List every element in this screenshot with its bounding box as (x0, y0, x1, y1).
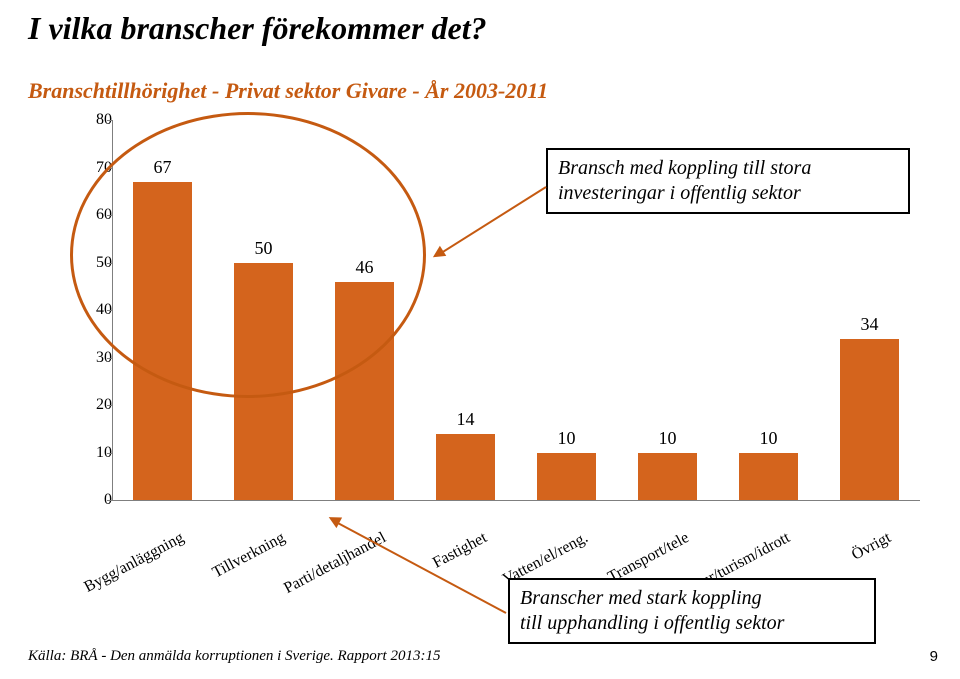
highlight-ellipse (70, 112, 426, 398)
page-title: I vilka branscher förekommer det? (28, 10, 487, 47)
callout-1-line-1: Bransch med koppling till stora (558, 157, 811, 179)
y-tick-label: 20 (72, 396, 112, 414)
y-tick-label: 30 (72, 349, 112, 367)
bar-value-label: 14 (436, 409, 496, 430)
bar (537, 453, 596, 501)
callout-box-2: Branscher med stark koppling till upphan… (508, 578, 876, 644)
bar-value-label: 10 (537, 428, 597, 449)
bar (739, 453, 798, 501)
callout-2-line-1: Branscher med stark koppling (520, 587, 762, 609)
chart-subtitle: Branschtillhörighet - Privat sektor Giva… (28, 78, 548, 104)
bar-value-label: 34 (840, 314, 900, 335)
bar (638, 453, 697, 501)
callout-2-line-2: till upphandling i offentlig sektor (520, 612, 784, 634)
callout-1-line-2: investeringar i offentlig sektor (558, 182, 801, 204)
callout-box-1: Bransch med koppling till stora invester… (546, 148, 910, 214)
y-tick-label: 10 (72, 444, 112, 462)
page-number: 9 (930, 648, 938, 665)
bar-value-label: 10 (739, 428, 799, 449)
source-line: Källa: BRÅ - Den anmälda korruptionen i … (28, 648, 440, 665)
y-tick-label: 0 (72, 491, 112, 509)
y-tick-label: 80 (72, 111, 112, 129)
bar-value-label: 10 (638, 428, 698, 449)
bar (840, 339, 899, 501)
bar (436, 434, 495, 501)
slide: I vilka branscher förekommer det? Bransc… (0, 0, 960, 679)
